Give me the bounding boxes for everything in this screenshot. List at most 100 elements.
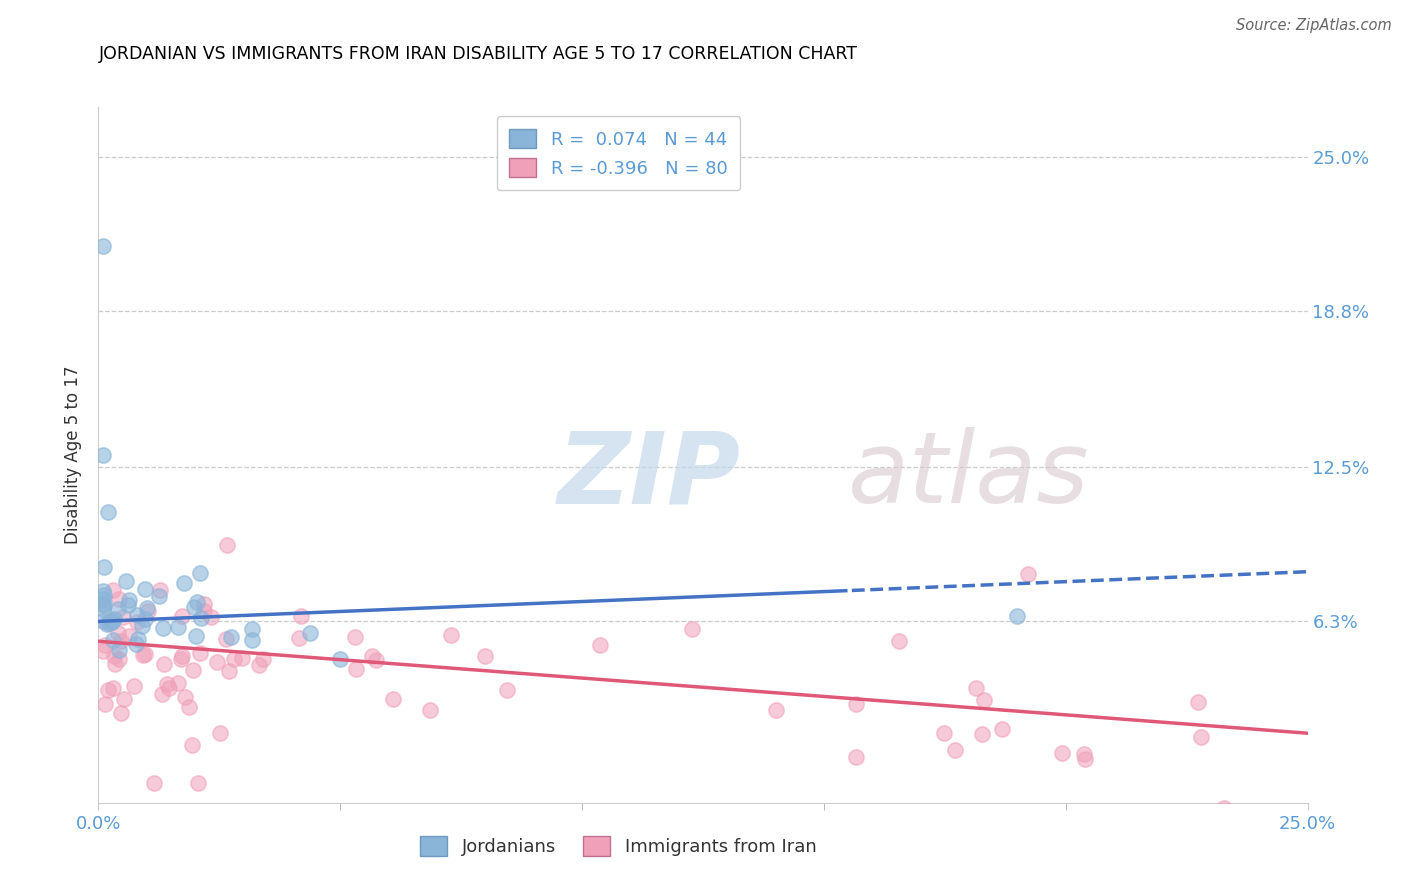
Point (112, 610, 135, 624)
Point (91, 583, 114, 598)
Point (364, 653, 387, 667)
Point (219, 630, 242, 644)
Text: JORDANIAN VS IMMIGRANTS FROM IRAN DISABILITY AGE 5 TO 17 CORRELATION CHART: JORDANIAN VS IMMIGRANTS FROM IRAN DISABI… (98, 45, 858, 62)
Point (252, 652, 274, 666)
Point (218, 664, 240, 678)
Point (179, 700, 201, 714)
Point (91, 592, 114, 607)
Point (156, 677, 179, 691)
Point (419, 702, 441, 716)
Point (495, 683, 517, 698)
Point (1212, 801, 1234, 815)
Point (184, 629, 207, 643)
Point (93, 588, 115, 602)
Point (943, 743, 966, 757)
Point (240, 622, 263, 636)
Point (181, 663, 204, 677)
Point (112, 692, 135, 706)
Point (845, 750, 868, 764)
Point (167, 676, 190, 690)
Point (681, 622, 703, 636)
Point (97, 505, 120, 519)
Point (240, 633, 263, 648)
Point (173, 575, 195, 590)
Point (107, 591, 129, 606)
Point (91, 597, 114, 611)
Point (1187, 695, 1209, 709)
Point (172, 649, 194, 664)
Point (188, 566, 211, 580)
Point (174, 690, 197, 704)
Point (290, 609, 312, 624)
Point (1189, 730, 1212, 744)
Point (135, 600, 157, 615)
Point (765, 703, 787, 717)
Legend: Jordanians, Immigrants from Iran: Jordanians, Immigrants from Iran (413, 829, 824, 863)
Point (101, 615, 124, 629)
Point (134, 582, 156, 597)
Point (94, 638, 117, 652)
Point (207, 655, 229, 669)
Point (247, 658, 270, 673)
Point (991, 722, 1014, 736)
Text: atlas: atlas (848, 427, 1090, 524)
Point (117, 599, 139, 613)
Point (115, 574, 138, 589)
Point (101, 615, 124, 629)
Point (157, 681, 180, 695)
Point (101, 633, 124, 648)
Point (193, 597, 215, 611)
Text: ZIP: ZIP (558, 427, 741, 524)
Point (132, 648, 155, 662)
Point (474, 648, 496, 663)
Point (970, 727, 993, 741)
Point (183, 599, 205, 614)
Point (187, 775, 209, 789)
Point (167, 620, 190, 634)
Point (288, 631, 311, 645)
Point (108, 652, 131, 666)
Point (889, 634, 911, 648)
Y-axis label: Disability Age 5 to 17: Disability Age 5 to 17 (65, 366, 83, 544)
Point (299, 625, 322, 640)
Point (143, 776, 166, 790)
Point (91, 448, 114, 462)
Point (170, 608, 193, 623)
Point (152, 621, 174, 635)
Point (1073, 747, 1095, 762)
Point (91, 601, 114, 615)
Point (845, 698, 868, 712)
Point (134, 612, 156, 626)
Point (107, 602, 129, 616)
Point (125, 615, 148, 630)
Text: Source: ZipAtlas.com: Source: ZipAtlas.com (1236, 18, 1392, 33)
Point (965, 681, 987, 696)
Point (94, 697, 117, 711)
Point (329, 652, 352, 666)
Point (200, 609, 222, 624)
Point (180, 738, 202, 752)
Point (127, 608, 149, 623)
Point (96, 616, 118, 631)
Point (93, 599, 115, 613)
Point (127, 632, 149, 646)
Point (382, 691, 405, 706)
Point (149, 583, 172, 598)
Point (1073, 752, 1095, 766)
Point (231, 651, 253, 665)
Point (136, 604, 159, 618)
Point (208, 726, 231, 740)
Point (103, 649, 125, 664)
Point (186, 595, 208, 609)
Point (152, 657, 174, 672)
Point (973, 693, 995, 707)
Point (91, 644, 114, 658)
Point (104, 657, 127, 672)
Point (100, 613, 122, 627)
Point (93, 559, 115, 574)
Point (91, 615, 114, 629)
Point (215, 632, 238, 646)
Point (150, 688, 173, 702)
Point (131, 619, 153, 633)
Point (1017, 567, 1039, 582)
